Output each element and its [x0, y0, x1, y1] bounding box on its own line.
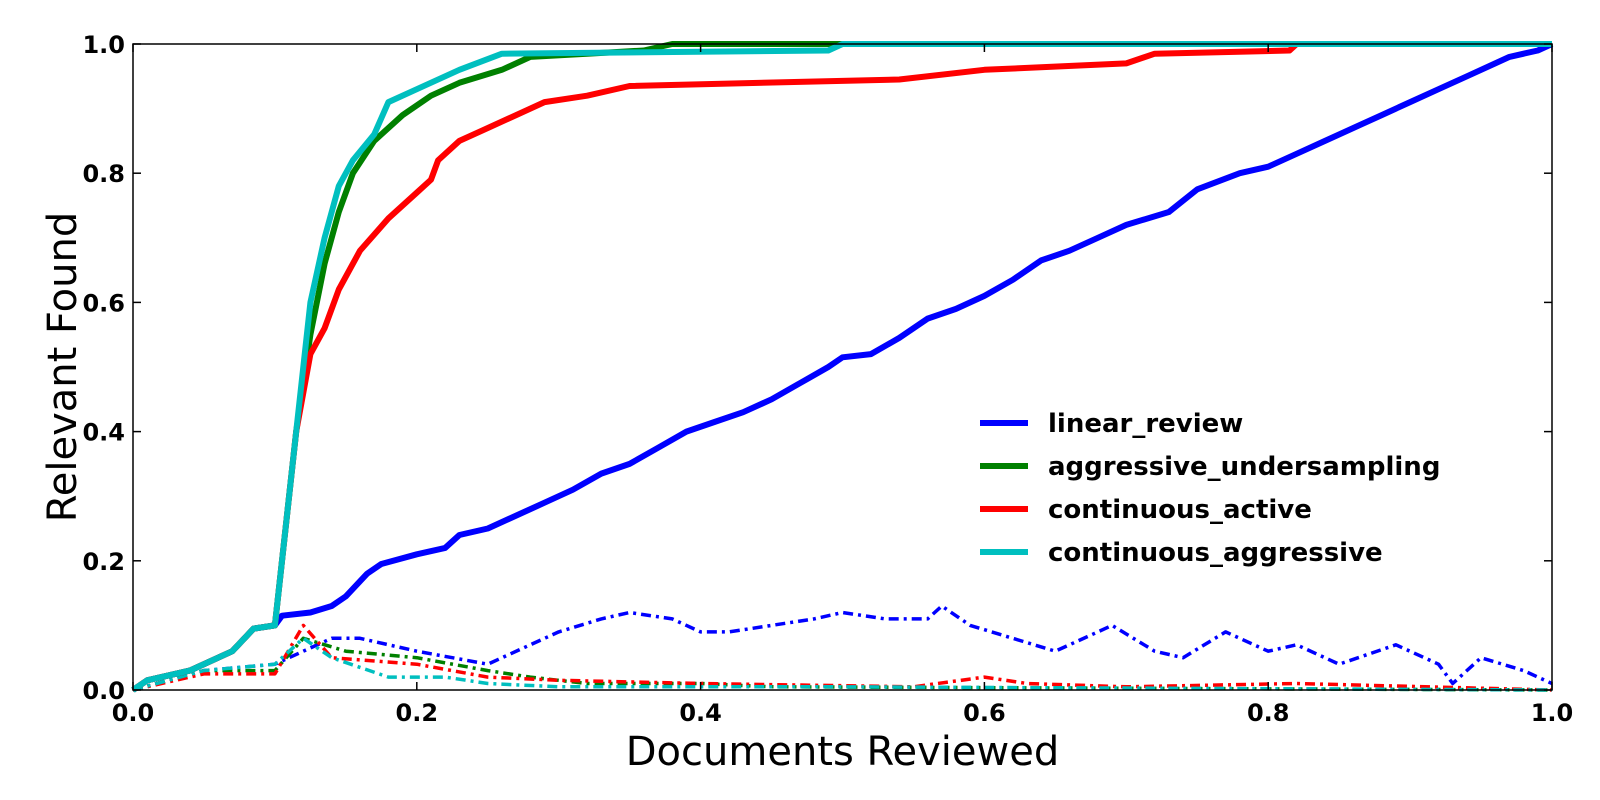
- series-dashdot-6: [132, 623, 1553, 692]
- x-axis-label: Documents Reviewed: [626, 729, 1060, 775]
- series-line-linear_review: [131, 41, 1554, 693]
- series-dashdot-4: [132, 604, 1553, 692]
- y-tick-label: 1.0: [82, 31, 125, 59]
- plot-frame: [132, 43, 1553, 691]
- series-dashdot-7: [132, 636, 1553, 692]
- y-tick-label: 0.6: [82, 289, 125, 317]
- x-tick-label: 1.0: [1531, 699, 1574, 727]
- series-line-continuous_aggressive: [131, 41, 1552, 693]
- y-axis-label: Relevant Found: [40, 212, 86, 522]
- legend: linear_review aggressive_undersamplingcon…: [980, 409, 1440, 568]
- x-tick-label: 0.8: [1247, 699, 1290, 727]
- legend-label: linear_review: [1048, 409, 1243, 439]
- legend-label: continuous_aggressive: [1048, 538, 1383, 568]
- y-tick-label: 0.4: [82, 419, 125, 447]
- y-tick-label: 0.8: [82, 160, 125, 188]
- x-tick-label: 0.2: [396, 699, 439, 727]
- y-tick-label: 0.0: [82, 677, 125, 705]
- legend-label: aggressive_undersampling: [1048, 452, 1440, 482]
- legend-label: continuous_active: [1048, 495, 1312, 525]
- x-tick-label: 0.6: [963, 699, 1006, 727]
- series-layer: [131, 41, 1554, 693]
- y-tick-label: 0.2: [82, 548, 125, 576]
- ticks-layer: 0.0 0.2 0.4 0.6 0.8 1.0 0.0 0.2 0.4 0.6 0.8 1.0: [82, 31, 1573, 727]
- x-tick-label: 0.0: [112, 699, 155, 727]
- x-tick-label: 0.4: [679, 699, 722, 727]
